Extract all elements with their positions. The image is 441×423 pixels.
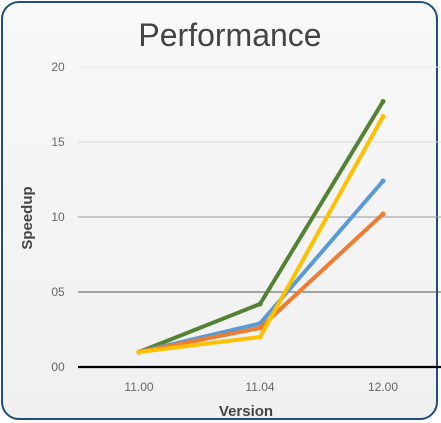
x-tick-label-2: 12.00 xyxy=(368,380,398,394)
y-tick-label-3: 15 xyxy=(51,135,65,149)
y-axis-ticks: 00 05 10 15 20 xyxy=(51,60,65,374)
x-tick-label-0: 11.00 xyxy=(124,380,153,394)
series-line-3 xyxy=(137,114,385,354)
series-2-point-1 xyxy=(257,325,263,331)
series-layer xyxy=(136,98,386,355)
y-tick-label-1: 05 xyxy=(51,285,65,299)
series-3-point-1 xyxy=(257,334,263,340)
y-tick-label-2: 10 xyxy=(51,210,65,224)
series-line-0 xyxy=(137,99,385,354)
series-3-point-0 xyxy=(136,349,142,355)
series-3-point-2 xyxy=(380,113,386,120)
gridlines xyxy=(78,66,441,369)
y-axis-label: Speedup xyxy=(19,186,36,249)
y-tick-label-4: 20 xyxy=(51,60,65,74)
x-axis-label: Version xyxy=(219,403,273,420)
chart-title: Performance xyxy=(138,17,321,53)
x-axis-ticks: 11.00 11.04 12.00 xyxy=(124,380,398,394)
y-tick-label-0: 00 xyxy=(51,360,65,374)
series-1-point-2 xyxy=(380,178,386,184)
series-2-point-2 xyxy=(380,211,386,217)
x-tick-label-1: 11.04 xyxy=(245,380,274,394)
series-0-point-1 xyxy=(257,301,263,307)
series-0-point-2 xyxy=(380,98,386,105)
